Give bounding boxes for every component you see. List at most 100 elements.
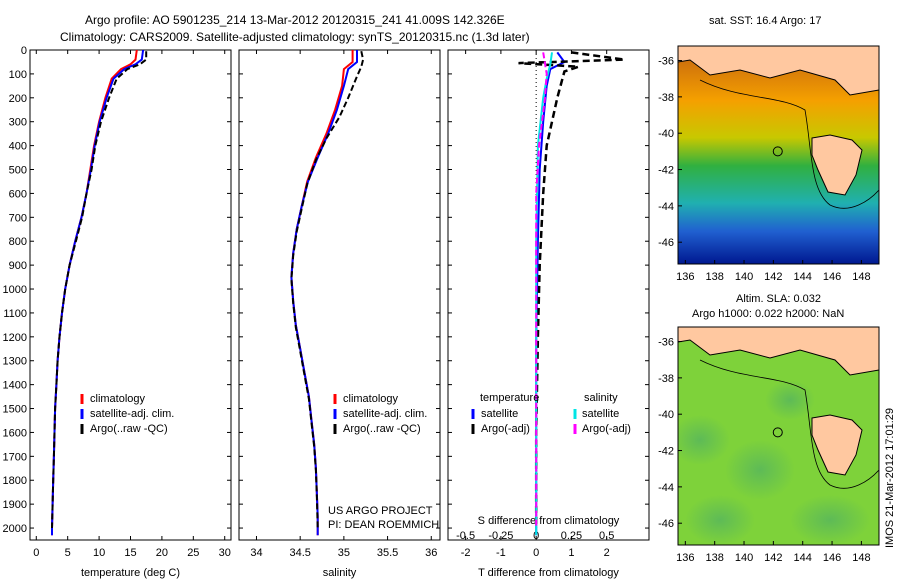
temperature-legend-label: climatology bbox=[90, 393, 146, 405]
diff-legend-salinity-title: salinity bbox=[584, 392, 618, 404]
diff-sal-tick-label: -0.25 bbox=[488, 530, 513, 542]
sst-lat-tick-label: -40 bbox=[658, 128, 674, 140]
depth-tick-label: 700 bbox=[9, 212, 27, 224]
salinity-xtick-label: 35 bbox=[338, 547, 350, 559]
sst-lat-tick-label: -44 bbox=[658, 201, 674, 213]
sst-lon-tick-label: 144 bbox=[794, 271, 812, 283]
differences-xtick-label: 2 bbox=[604, 547, 610, 559]
sst-land-mainland bbox=[678, 46, 879, 96]
sst-lat-tick-label: -42 bbox=[658, 165, 674, 177]
depth-tick-label: 1400 bbox=[3, 380, 27, 392]
pi-note: PI: DEAN ROEMMICH bbox=[328, 519, 439, 531]
diff-legend-sal-label: satellite bbox=[582, 408, 619, 420]
salinity-xtick-label: 34 bbox=[250, 547, 262, 559]
salinity-xtick-label: 36 bbox=[425, 547, 437, 559]
salinity-xtick-label: 34.5 bbox=[289, 547, 310, 559]
project-note: US ARGO PROJECT bbox=[328, 505, 433, 517]
sst-map-panel: sat. SST: 16.4 Argo: 17 136 138 140 142 144 1… bbox=[658, 15, 880, 283]
sla-land-mainland bbox=[678, 327, 879, 376]
diff-legend-temp-label: satellite bbox=[481, 408, 518, 420]
depth-tick-label: 1800 bbox=[3, 475, 27, 487]
diff-sal-tick-label: -0.5 bbox=[456, 530, 475, 542]
diff-sal-tick-label: 0 bbox=[533, 530, 539, 542]
sla-map-panel: Altim. SLA: 0.032 Argo h1000: 0.022 h200… bbox=[658, 293, 880, 564]
sla-lon-tick-label: 148 bbox=[852, 552, 870, 564]
salinity-legend-label: climatology bbox=[343, 393, 399, 405]
sla-lon-tick-label: 136 bbox=[676, 552, 694, 564]
temperature-xtick-label: 10 bbox=[93, 547, 105, 559]
diff-legend-temp-label: Argo(-adj) bbox=[481, 423, 530, 435]
salinity-xtick-label: 35.5 bbox=[377, 547, 398, 559]
difference-profile-panel: -2 -1 0 1 2 T difference from climatology -0.5… bbox=[447, 49, 650, 579]
temperature-xtick-label: 30 bbox=[219, 547, 231, 559]
sst-lon-tick-label: 140 bbox=[735, 271, 753, 283]
sla-map-title-line1: Altim. SLA: 0.032 bbox=[736, 293, 821, 305]
sst-map-frame bbox=[677, 45, 880, 265]
sst-map-title: sat. SST: 16.4 Argo: 17 bbox=[709, 15, 822, 27]
sst-lon-tick-label: 146 bbox=[823, 271, 841, 283]
sst-lat-tick-label: -46 bbox=[658, 237, 674, 249]
sla-lon-tick-label: 138 bbox=[705, 552, 723, 564]
sla-lon-tick-label: 142 bbox=[764, 552, 782, 564]
depth-tick-label: 1300 bbox=[3, 356, 27, 368]
differences-series-s-argo-adj- bbox=[535, 52, 548, 528]
salinity-series-climatology bbox=[290, 50, 354, 536]
differences-series-s-satellite bbox=[535, 52, 553, 536]
differences-xtick-label: 0 bbox=[533, 547, 539, 559]
depth-tick-label: 300 bbox=[9, 117, 27, 129]
figure-title-line1: Argo profile: AO 5901235_214 13-Mar-2012… bbox=[85, 13, 505, 27]
differences-axes-frame bbox=[447, 49, 650, 541]
temperature-xtick-label: 20 bbox=[156, 547, 168, 559]
depth-tick-label: 1600 bbox=[3, 427, 27, 439]
depth-tick-label: 1200 bbox=[3, 332, 27, 344]
temperature-xlabel: temperature (deg C) bbox=[81, 567, 180, 579]
diff-sal-xlabel: S difference from climatology bbox=[478, 515, 620, 527]
differences-xlabel: T difference from climatology bbox=[478, 567, 619, 579]
imos-timestamp: IMOS 21-Mar-2012 17:01:29 bbox=[884, 408, 896, 548]
diff-sal-tick-label: 0.25 bbox=[561, 530, 582, 542]
salinity-profile-panel: 34 34.5 35 35.5 36 salinity climatology satelli… bbox=[238, 49, 441, 579]
sst-land-tasmania bbox=[811, 134, 863, 196]
sla-argo-location-marker bbox=[772, 427, 783, 438]
differences-xtick-label: -1 bbox=[496, 547, 506, 559]
salinity-series-satellite-adj-clim- bbox=[290, 50, 358, 536]
depth-tick-label: 400 bbox=[9, 141, 27, 153]
sla-lat-tick-label: -38 bbox=[658, 373, 674, 385]
figure-title-line2: Climatology: CARS2009. Satellite-adjuste… bbox=[60, 30, 530, 44]
salinity-legend-label: Argo(..raw -QC) bbox=[343, 423, 421, 435]
diff-legend-sal-label: Argo(-adj) bbox=[582, 423, 631, 435]
sla-lat-tick-label: -36 bbox=[658, 337, 674, 349]
temperature-legend-label: satellite-adj. clim. bbox=[90, 408, 174, 420]
sla-bathymetry-contour bbox=[699, 359, 879, 489]
sst-lon-tick-label: 136 bbox=[676, 271, 694, 283]
depth-tick-label: 1000 bbox=[3, 284, 27, 296]
differences-series-t-argo-adj- bbox=[518, 51, 625, 528]
sla-lon-tick-label: 146 bbox=[823, 552, 841, 564]
sla-lat-tick-label: -40 bbox=[658, 409, 674, 421]
sla-lat-tick-label: -42 bbox=[658, 446, 674, 458]
depth-tick-label: 500 bbox=[9, 165, 27, 177]
temperature-xtick-label: 25 bbox=[187, 547, 199, 559]
diff-legend-temperature-title: temperature bbox=[480, 392, 539, 404]
temperature-xtick-label: 0 bbox=[33, 547, 39, 559]
depth-tick-label: 900 bbox=[9, 260, 27, 272]
temperature-xtick-label: 5 bbox=[65, 547, 71, 559]
salinity-xlabel: salinity bbox=[323, 567, 357, 579]
temperature-axes-frame bbox=[29, 49, 232, 541]
depth-tick-label: 100 bbox=[9, 69, 27, 81]
sla-land-tasmania bbox=[811, 414, 863, 476]
depth-tick-label: 1100 bbox=[3, 308, 27, 320]
temperature-profile-panel: 0 5 10 15 20 25 30 temperature (deg C) 0 100 200 30… bbox=[3, 45, 232, 579]
depth-tick-label: 2000 bbox=[3, 523, 27, 535]
temperature-legend-label: Argo(..raw -QC) bbox=[90, 423, 168, 435]
salinity-series-argo-raw-qc- bbox=[290, 50, 365, 529]
sst-lat-tick-label: -38 bbox=[658, 92, 674, 104]
sst-lat-tick-label: -36 bbox=[658, 56, 674, 68]
sla-map-frame bbox=[677, 326, 880, 546]
depth-tick-label: 600 bbox=[9, 188, 27, 200]
sst-lon-tick-label: 138 bbox=[705, 271, 723, 283]
sst-bathymetry-contour bbox=[699, 79, 879, 209]
depth-tick-label: 0 bbox=[21, 45, 27, 57]
